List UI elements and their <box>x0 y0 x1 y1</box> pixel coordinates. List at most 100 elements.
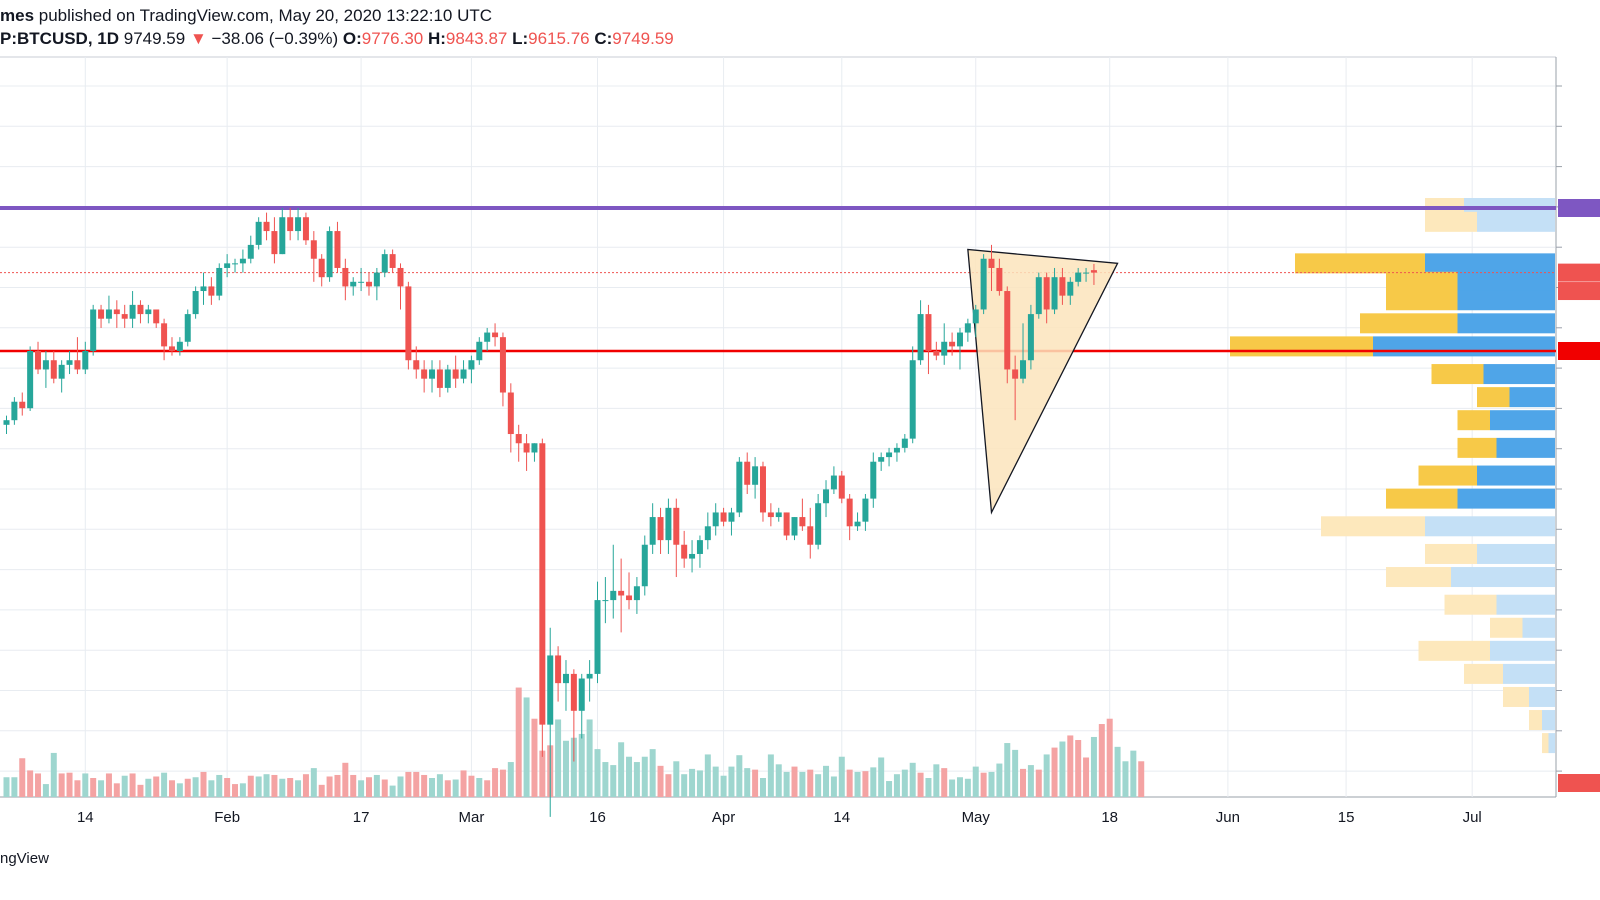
volume-bar <box>594 749 601 797</box>
candle-body <box>1083 272 1090 274</box>
volume-bar <box>665 774 672 797</box>
volume-bar <box>200 771 207 797</box>
volume-bar <box>208 780 215 797</box>
volume-profile-bar <box>1503 686 1529 707</box>
volume-bar <box>405 771 412 797</box>
volume-bar <box>168 780 175 797</box>
candle-body <box>807 526 814 545</box>
volume-bar <box>145 778 152 797</box>
volume-profile-bar <box>1529 686 1555 707</box>
candlesticks <box>3 208 1097 817</box>
open-label: O: <box>342 29 362 48</box>
candle-body <box>988 258 995 268</box>
candle-body <box>224 263 231 268</box>
volume-bar <box>358 780 365 797</box>
publication-line: mes published on TradingView.com, May 20… <box>0 6 492 26</box>
candle-body <box>759 466 766 513</box>
volume-bar <box>767 754 774 797</box>
candle-body <box>247 244 254 259</box>
volume-bar <box>1043 754 1050 797</box>
volume-profile-bar <box>1457 290 1555 311</box>
horizontal-levels[interactable] <box>0 206 1556 353</box>
volume-bar <box>917 772 924 797</box>
candle-body <box>232 263 239 265</box>
volume-profile-bar <box>1542 710 1555 731</box>
candle-body <box>736 461 743 513</box>
x-tick-label: 14 <box>77 809 94 826</box>
volume-bar <box>58 773 65 797</box>
volume-bar <box>626 756 633 797</box>
volume-bar <box>1083 757 1090 797</box>
volume-bars <box>3 687 1145 797</box>
symbol-interval[interactable]: P:BTCUSD, 1D <box>0 29 120 48</box>
volume-profile-bar <box>1496 437 1555 458</box>
candle-body <box>429 369 436 379</box>
candle-body <box>783 512 790 536</box>
candle-body <box>846 498 853 527</box>
candle-body <box>1035 277 1042 315</box>
x-tick-label: Jul <box>1463 809 1482 826</box>
volume-bar <box>791 766 798 797</box>
volume-bar <box>1122 761 1129 797</box>
last-price: 9749.59 <box>123 29 186 48</box>
candle-body <box>917 314 924 361</box>
volume-bar <box>720 775 727 797</box>
volume-bar <box>759 778 766 797</box>
candle-body <box>878 457 885 462</box>
candle-body <box>562 673 569 684</box>
candle-body <box>66 360 73 365</box>
volume-bar <box>602 762 609 797</box>
volume-bar <box>846 769 853 797</box>
candle-body <box>980 258 987 310</box>
volume-bar <box>1020 768 1027 797</box>
volume-bar <box>271 774 278 797</box>
volume-bar <box>736 755 743 797</box>
volume-bar <box>232 784 239 797</box>
candle-body <box>862 498 869 522</box>
volume-bar <box>689 768 696 797</box>
candle-body <box>531 443 538 453</box>
volume-bar <box>318 784 325 797</box>
tradingview-brand[interactable]: ngView <box>0 850 49 867</box>
candle-body <box>791 517 798 536</box>
volume-bar <box>192 777 199 797</box>
candle-body <box>98 309 105 319</box>
volume-profile-bar <box>1529 710 1542 731</box>
triangle-drawing[interactable] <box>967 248 1119 515</box>
candle-body <box>460 369 467 379</box>
volume-bar <box>673 761 680 797</box>
candle-body <box>815 503 822 545</box>
candle-body <box>271 231 278 255</box>
price-marker <box>1558 199 1600 217</box>
candle-body <box>113 309 120 315</box>
volume-profile-bar <box>1386 271 1458 292</box>
volume-bar <box>578 733 585 797</box>
candle-body <box>956 332 963 347</box>
volume-profile-bar <box>1503 663 1555 684</box>
volume-bar <box>1051 747 1058 797</box>
volume-bar <box>334 774 341 797</box>
candle-body <box>854 521 861 527</box>
candle-body <box>326 231 333 278</box>
volume-bar <box>373 774 380 797</box>
volume-bar <box>74 780 81 797</box>
volume-bar <box>823 765 830 797</box>
volume-bar <box>799 771 806 797</box>
candle-body <box>105 309 112 319</box>
candle-body <box>515 434 522 444</box>
volume-bar <box>870 767 877 797</box>
volume-bar <box>783 771 790 797</box>
publisher-name[interactable]: mes <box>0 6 35 25</box>
candle-body <box>838 475 845 499</box>
volume-profile-bar <box>1418 465 1477 486</box>
volume-bar <box>468 775 475 797</box>
volume-bar <box>941 768 948 797</box>
candle-body <box>925 314 932 351</box>
volume-profile-bar <box>1496 594 1555 615</box>
candle-body <box>381 254 388 273</box>
published-text: published on TradingView.com, May 20, 20… <box>34 6 493 25</box>
candle-body <box>633 586 640 601</box>
volume-bar <box>35 773 42 797</box>
chart-grid <box>0 56 1557 798</box>
